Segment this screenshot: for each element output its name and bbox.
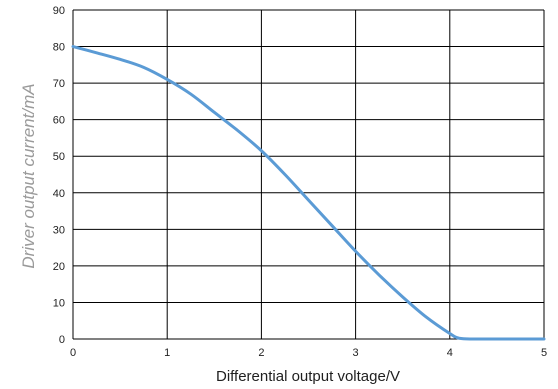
x-tick-label: 3 [353,347,359,359]
y-axis-title: Driver output current/mA [19,83,38,268]
x-tick-labels: 0 1 2 3 4 5 [70,347,547,359]
x-tick-label: 5 [541,347,547,359]
y-tick-label: 60 [53,115,65,127]
y-tick-label: 90 [53,5,65,17]
series-layer [71,45,546,341]
y-tick-labels: 0 10 20 30 40 50 60 70 80 90 [53,5,65,346]
y-tick-label: 10 [53,297,65,309]
y-tick-label: 40 [53,188,65,200]
series-line-0 [71,45,546,341]
y-tick-label: 70 [53,78,65,90]
x-tick-label: 4 [447,347,453,359]
y-tick-label: 20 [53,261,65,273]
y-tick-label: 80 [53,42,65,54]
x-tick-label: 0 [70,347,76,359]
x-tick-label: 2 [258,347,264,359]
y-tick-label: 0 [59,334,65,346]
y-tick-label: 30 [53,224,65,236]
x-tick-label: 1 [164,347,170,359]
y-tick-label: 50 [53,151,65,163]
grid [72,9,545,340]
x-axis-title: Differential output voltage/V [216,368,400,384]
